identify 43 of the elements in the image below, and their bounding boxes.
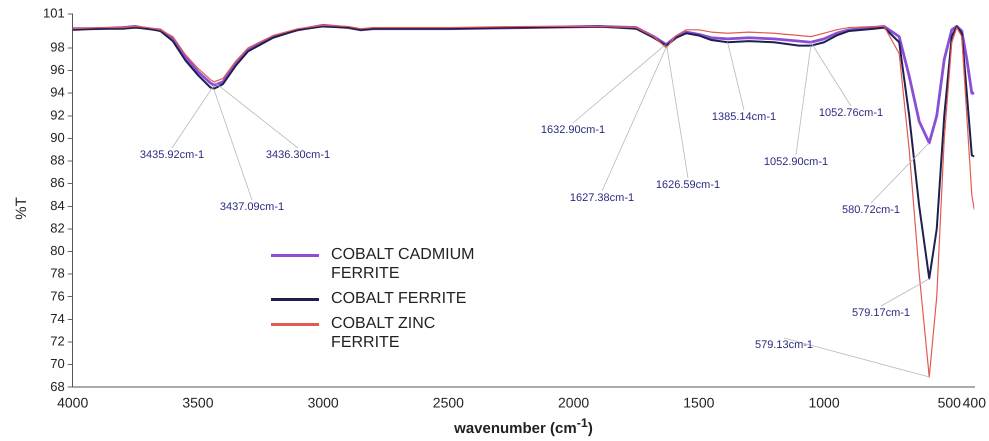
y-tick-label: 76 bbox=[50, 288, 65, 304]
annotation: 3436.30cm-1 bbox=[266, 149, 330, 162]
x-tick-label: 4000 bbox=[57, 394, 88, 410]
y-tick-label: 74 bbox=[50, 310, 65, 326]
y-tick-label: 86 bbox=[50, 175, 65, 190]
annotation: 1632.90cm-1 bbox=[540, 124, 606, 136]
x-tick-label: 1000 bbox=[808, 394, 840, 410]
y-tick-label: 90 bbox=[50, 130, 65, 145]
y-tick-label: 68 bbox=[50, 378, 65, 394]
y-tick-label: 96 bbox=[50, 62, 65, 78]
annotation: 1626.59cm-1 bbox=[656, 179, 720, 192]
annotation: 3435.92cm-1 bbox=[140, 149, 204, 162]
annotation: 579.17cm-1 bbox=[852, 307, 910, 320]
annotation: 3437.09cm-1 bbox=[220, 201, 284, 214]
y-tick-label: 94 bbox=[50, 84, 65, 100]
x-tick-label: 1500 bbox=[683, 394, 715, 410]
y-tick-label: 98 bbox=[50, 40, 65, 55]
annotation: 1627.38cm-1 bbox=[570, 192, 634, 204]
legend-label: COBALT FERRITE bbox=[331, 289, 468, 308]
x-tick-label: 2500 bbox=[432, 394, 464, 410]
y-tick-label: 70 bbox=[50, 356, 65, 372]
y-tick-label: 101 bbox=[42, 6, 65, 21]
annotation: 580.72cm-1 bbox=[842, 204, 900, 216]
annotation: 1052.76cm-1 bbox=[818, 107, 884, 120]
x-tick-label: 3500 bbox=[182, 394, 214, 410]
x-axis-title: wavenumber (cm$^{-1}$) bbox=[454, 416, 593, 437]
legend-label: COBALT ZINC FERRITE bbox=[331, 314, 436, 352]
annotation: 1385.14cm-1 bbox=[712, 111, 776, 124]
x-tick-label: 2000 bbox=[558, 394, 590, 410]
y-tick-label: 72 bbox=[50, 334, 65, 349]
y-tick-label: 82 bbox=[50, 220, 65, 236]
y-tick-label: 78 bbox=[50, 266, 65, 281]
y-tick-label: 84 bbox=[50, 198, 65, 213]
y-axis-title: %T bbox=[12, 197, 30, 220]
y-tick-label: 80 bbox=[50, 243, 65, 258]
x-tick-label: 500 bbox=[938, 394, 962, 410]
annotation: 1052.90cm-1 bbox=[764, 156, 828, 168]
y-tick-label: 92 bbox=[50, 107, 65, 122]
x-tick-label: 400 bbox=[962, 394, 986, 410]
x-tick-label: 3000 bbox=[308, 394, 339, 410]
y-tick-label: 88 bbox=[50, 152, 65, 168]
legend-label: COBALT CADMIUM FERRITE bbox=[331, 245, 476, 284]
annotation: 579.13cm-1 bbox=[754, 339, 814, 352]
